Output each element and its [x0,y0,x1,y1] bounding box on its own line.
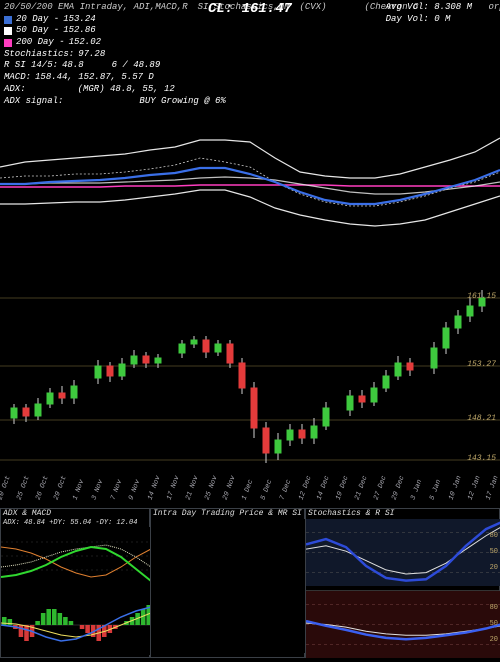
rsi-label: R SI 14/5: [4,60,58,72]
adxsig-label: ADX signal: [4,96,63,108]
ema20-value: 153.24 [63,14,95,26]
header-l1-left: 20/50/200 EMA Intraday, ADI,MACD,R [4,2,188,14]
avgvol-value: 8.308 M [434,2,472,12]
stoch-label: Stochiastics: [4,49,74,61]
date-tick: 3 Jan [411,473,428,502]
ema50-value: 152.86 [63,25,95,37]
date-tick: 1 Dec [242,473,259,502]
date-tick: 10 Jan [448,473,465,502]
indicator-panels: ADX & MACD ADX: 48.84 +DY: 55.04 -DY: 12… [0,508,500,658]
swatch-ema50 [4,27,12,35]
date-tick: 29 Nov [223,473,240,502]
date-tick: 7 Dec [279,473,296,502]
date-tick: 21 Dec [354,473,371,502]
stoch-upper-chart [306,519,500,586]
date-axis: 20 Oct25 Oct26 Oct29 Oct1 Nov3 Nov7 Nov9… [0,473,500,501]
date-tick: 26 Oct [35,473,52,502]
intra-panel-title: Intra Day Trading Price & MR SI [151,509,304,519]
date-tick: 19 Dec [336,473,353,502]
adx-chart [1,527,151,585]
date-tick: 12 Jan [467,473,484,502]
adxsig-value: BUY Growing @ 6% [139,96,225,108]
date-tick: 9 Nov [129,473,146,502]
candlestick-chart[interactable] [0,268,500,468]
date-tick: 5 Dec [260,473,277,502]
rsi-value1: 48.8 [62,60,84,72]
ema-bands-chart[interactable] [0,112,500,262]
price-label: 148.21 [467,415,496,424]
date-tick: 27 Dec [373,473,390,502]
date-tick: 25 Nov [204,473,221,502]
adx-panel-title: ADX & MACD [1,509,149,519]
macd-label: MACD: [4,72,31,84]
stoch-panel-title: Stochastics & R SI [306,509,499,519]
adx-value: (MGR) 48.8, 55, 12 [78,84,175,96]
stochastics-panel[interactable]: Stochastics & R SI 805020 805020 [305,508,500,658]
price-label: 143.15 [467,455,496,464]
corp: orporation) Munafasutra.com [489,2,500,14]
adx-macd-panel[interactable]: ADX & MACD ADX: 48.84 +DY: 55.04 -DY: 12… [0,508,150,658]
price-label: 153.27 [467,361,496,370]
stoch-lower-chart [306,591,500,658]
date-tick: 17 Jan [486,473,500,502]
date-tick: 21 Nov [185,473,202,502]
intraday-panel[interactable]: Intra Day Trading Price & MR SI [150,508,305,658]
stoch-lower-yaxis: 805020 [490,605,498,653]
dayvol-value: 0 M [434,14,450,24]
date-tick: 25 Oct [16,473,33,502]
ticker: (CVX) [299,2,326,14]
macd-chart [1,585,151,655]
date-tick: 17 Nov [166,473,183,502]
ema20-label: 20 Day - [16,14,59,26]
date-tick: 12 Dec [298,473,315,502]
chart-container: { "header": { "line1_left": "20/50/200 E… [0,0,500,660]
date-tick: 14 Dec [317,473,334,502]
swatch-ema20 [4,16,12,24]
swatch-ema200 [4,39,12,47]
date-tick: 5 Jan [429,473,446,502]
ema50-label: 50 Day - [16,25,59,37]
adx-line-values: ADX: 48.84 +DY: 55.04 -DY: 12.04 [1,519,149,528]
macd-value: 158.44, 152.87, 5.57 D [35,72,154,84]
cl-value: 161.47 [242,1,292,17]
date-tick: 14 Nov [148,473,165,502]
volume-info: Avg Vol: 8.308 M Day Vol: 0 M [386,2,472,25]
stoch-value: 97.28 [78,49,105,61]
date-tick: 3 Nov [91,473,108,502]
ema200-value: 152.02 [69,37,101,49]
cl-label: CL: [208,1,233,17]
date-tick: 29 Dec [392,473,409,502]
avgvol-label: Avg Vol: [386,2,429,12]
page-title: CL: 161.47 [208,2,292,17]
date-tick: 20 Oct [0,473,14,502]
rsi-value2: 6 / 48.89 [112,60,161,72]
date-tick: 29 Oct [54,473,71,502]
stoch-upper-yaxis: 805020 [490,533,498,581]
date-tick: 7 Nov [110,473,127,502]
adx-label: ADX: [4,84,26,96]
intraday-chart [151,519,306,653]
ema200-label: 200 Day - [16,37,65,49]
price-label: 161.15 [467,293,496,302]
dayvol-label: Day Vol: [386,14,429,24]
date-tick: 1 Nov [73,473,90,502]
